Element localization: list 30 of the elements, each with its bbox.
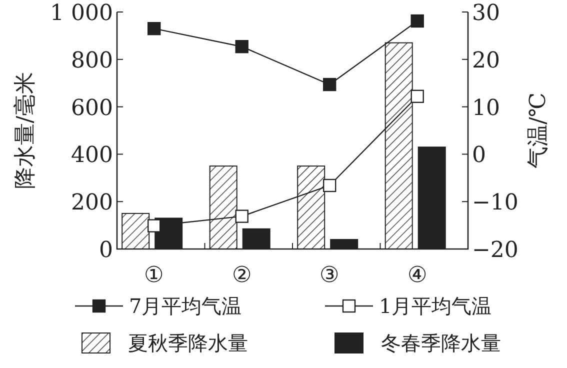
y-tick-label: 0 <box>99 238 113 263</box>
point <box>410 14 424 28</box>
y2-tick-label: 30 <box>472 1 500 26</box>
y-tick-label: 1 000 <box>50 1 113 26</box>
y-axis-title: 降水量/毫米 <box>13 72 38 190</box>
x-tick-label: ① <box>144 263 164 288</box>
y2-tick-label: −20 <box>472 238 518 263</box>
x-tick-label: ② <box>232 263 252 288</box>
y-tick-label: 800 <box>71 48 113 74</box>
x-tick-label: ③ <box>320 263 340 288</box>
y2-tick-label: 0 <box>472 143 486 168</box>
legend-label: 1月平均气温 <box>379 294 492 318</box>
legend-label: 冬春季降水量 <box>381 331 501 355</box>
y2-tick-label: −10 <box>472 190 518 216</box>
point <box>148 22 161 36</box>
point <box>323 78 336 92</box>
point <box>235 40 248 54</box>
point <box>235 210 248 223</box>
legend-label: 夏秋季降水量 <box>128 331 248 355</box>
y-tick-label: 600 <box>71 96 113 121</box>
point <box>148 219 161 232</box>
point <box>410 90 424 103</box>
y2-axis-title: 气温/℃ <box>526 92 551 169</box>
legend-label: 7月平均气温 <box>129 294 242 318</box>
point <box>323 178 336 192</box>
x-tick-label: ④ <box>407 263 428 288</box>
y2-tick-label: 10 <box>472 96 500 121</box>
y-tick-label: 200 <box>71 190 113 216</box>
y2-tick-label: 20 <box>472 48 500 74</box>
y-tick-label: 400 <box>71 143 113 168</box>
